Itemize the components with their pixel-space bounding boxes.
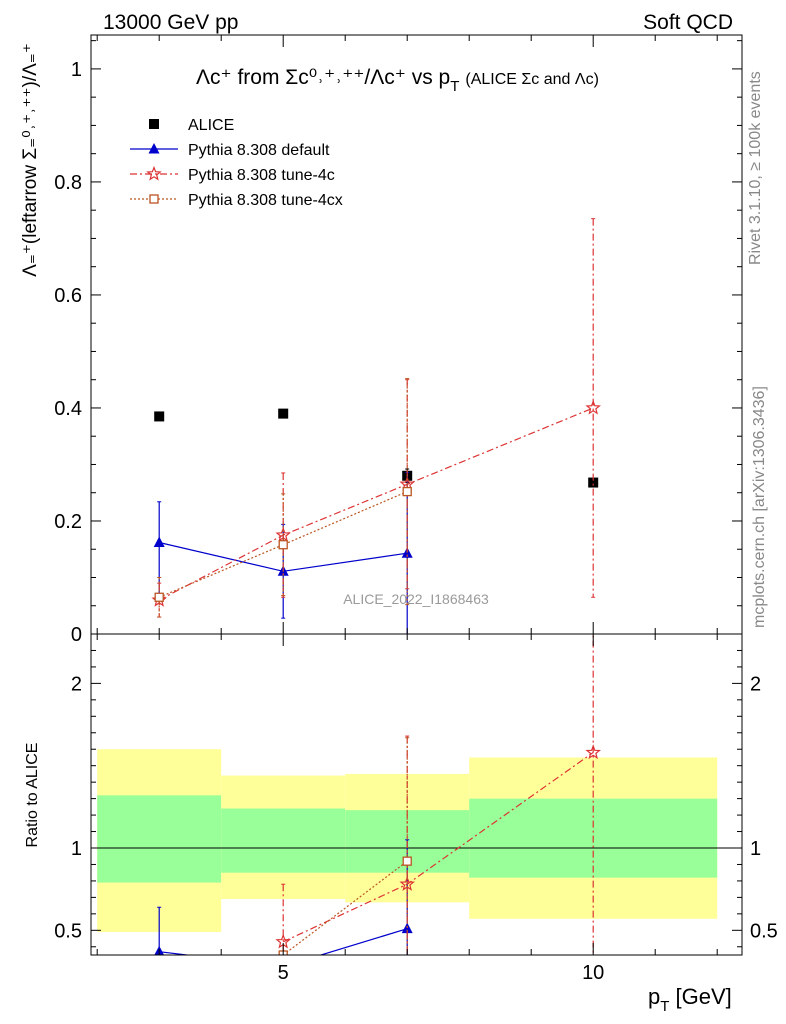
data-point-alice <box>154 411 165 422</box>
legend-item: Pythia 8.308 tune-4cx <box>130 192 343 209</box>
legend-item: ALICE <box>149 117 234 134</box>
ratio-y-axis-label: Ratio to ALICE <box>24 743 41 848</box>
ratio-band-green <box>221 808 346 873</box>
legend-marker <box>146 165 162 181</box>
x-axis-label: pT [GeV] <box>648 984 732 1015</box>
header-left: 13000 GeV pp <box>103 11 238 34</box>
data-point-alice <box>588 477 599 488</box>
y-tick-label: 0 <box>71 624 82 646</box>
chart-title: Λc⁺ from Σc⁰˒⁺˒⁺⁺/Λc⁺ vs pT (ALICE Σc and… <box>196 66 599 95</box>
chart-title-paren: (ALICE Σc and Λc) <box>465 71 599 88</box>
legend-marker <box>149 119 159 129</box>
series-line-pythia-8-308-tune-4cx <box>282 860 408 955</box>
legend-label: Pythia 8.308 tune-4cx <box>188 192 343 209</box>
x-axis-label-unit: [GeV] <box>669 984 731 1009</box>
y-tick-label: 0.2 <box>54 511 82 533</box>
data-point-pythia-8-308-tune-4cx <box>154 592 164 602</box>
ratio-frame <box>90 633 743 956</box>
legend-marker <box>149 194 159 204</box>
data-point-pythia-8-308-tune-4c <box>585 744 601 760</box>
y-tick-label: 2 <box>71 673 82 695</box>
series-line-pythia-8-308-tune-4cx <box>158 491 408 598</box>
legend-label: ALICE <box>188 117 234 134</box>
x-axis-label-p: p <box>648 984 660 1009</box>
header-right: Soft QCD <box>643 11 733 34</box>
y-tick-label: 1 <box>71 59 82 81</box>
ratio-band-green <box>97 795 222 883</box>
chart-title-main: Λc⁺ from Σc⁰˒⁺˒⁺⁺/Λc⁺ vs p <box>196 66 450 89</box>
chart-title-sub: T <box>450 78 459 95</box>
main-plot-area <box>151 218 601 634</box>
data-point-alice <box>278 408 289 419</box>
series-line-pythia-8-308-tune-4c <box>282 752 594 943</box>
y-tick-label: 1 <box>71 838 82 860</box>
legend: ALICE Pythia 8.308 default Pythia 8.308 tu… <box>130 117 343 209</box>
legend-label: Pythia 8.308 default <box>188 142 330 159</box>
ratio-panel: 0.5 0.5 1 1 2 2 5 10 <box>54 633 778 984</box>
rivet-label: Rivet 3.1.10, ≥ 100k events <box>747 71 764 265</box>
legend-item: Pythia 8.308 default <box>130 142 330 159</box>
x-tick-label: 5 <box>278 962 289 984</box>
x-tick-label: 10 <box>582 962 604 984</box>
y-tick-label-right: 1 <box>750 838 761 860</box>
data-point-pythia-8-308-tune-4c <box>585 399 601 415</box>
legend-label: Pythia 8.308 tune-4c <box>188 167 335 184</box>
y-tick-label-right: 2 <box>750 673 761 695</box>
y-tick-label: 0.5 <box>54 920 82 942</box>
data-point-pythia-8-308-tune-4cx <box>402 486 412 497</box>
ratio-plot-area <box>91 634 742 955</box>
legend-item: Pythia 8.308 tune-4c <box>130 165 335 184</box>
legend-marker <box>148 143 160 154</box>
y-tick-label-right: 0.5 <box>750 920 778 942</box>
y-tick-label: 0.8 <box>54 172 82 194</box>
y-tick-label: 0.6 <box>54 285 82 307</box>
x-axis-label-sub: T <box>660 998 669 1015</box>
data-point-pythia-8-308-default <box>153 536 165 547</box>
main-y-axis-label: Λ₌⁺(leftarrow Σ₌⁰˒⁺˒⁺⁺)/Λ₌⁺ <box>20 43 41 277</box>
series-line-pythia-8-308-default <box>159 928 408 955</box>
mcplots-label: mcplots.cern.ch [arXiv:1306.3436] <box>751 386 768 628</box>
data-point-pythia-8-308-tune-4cx <box>278 540 288 550</box>
series-line-pythia-8-308-tune-4c <box>158 407 594 601</box>
analysis-watermark: ALICE_2022_I1868463 <box>343 591 489 607</box>
data-point-pythia-8-308-tune-4cx <box>402 856 412 866</box>
y-tick-label: 0.4 <box>54 398 82 420</box>
